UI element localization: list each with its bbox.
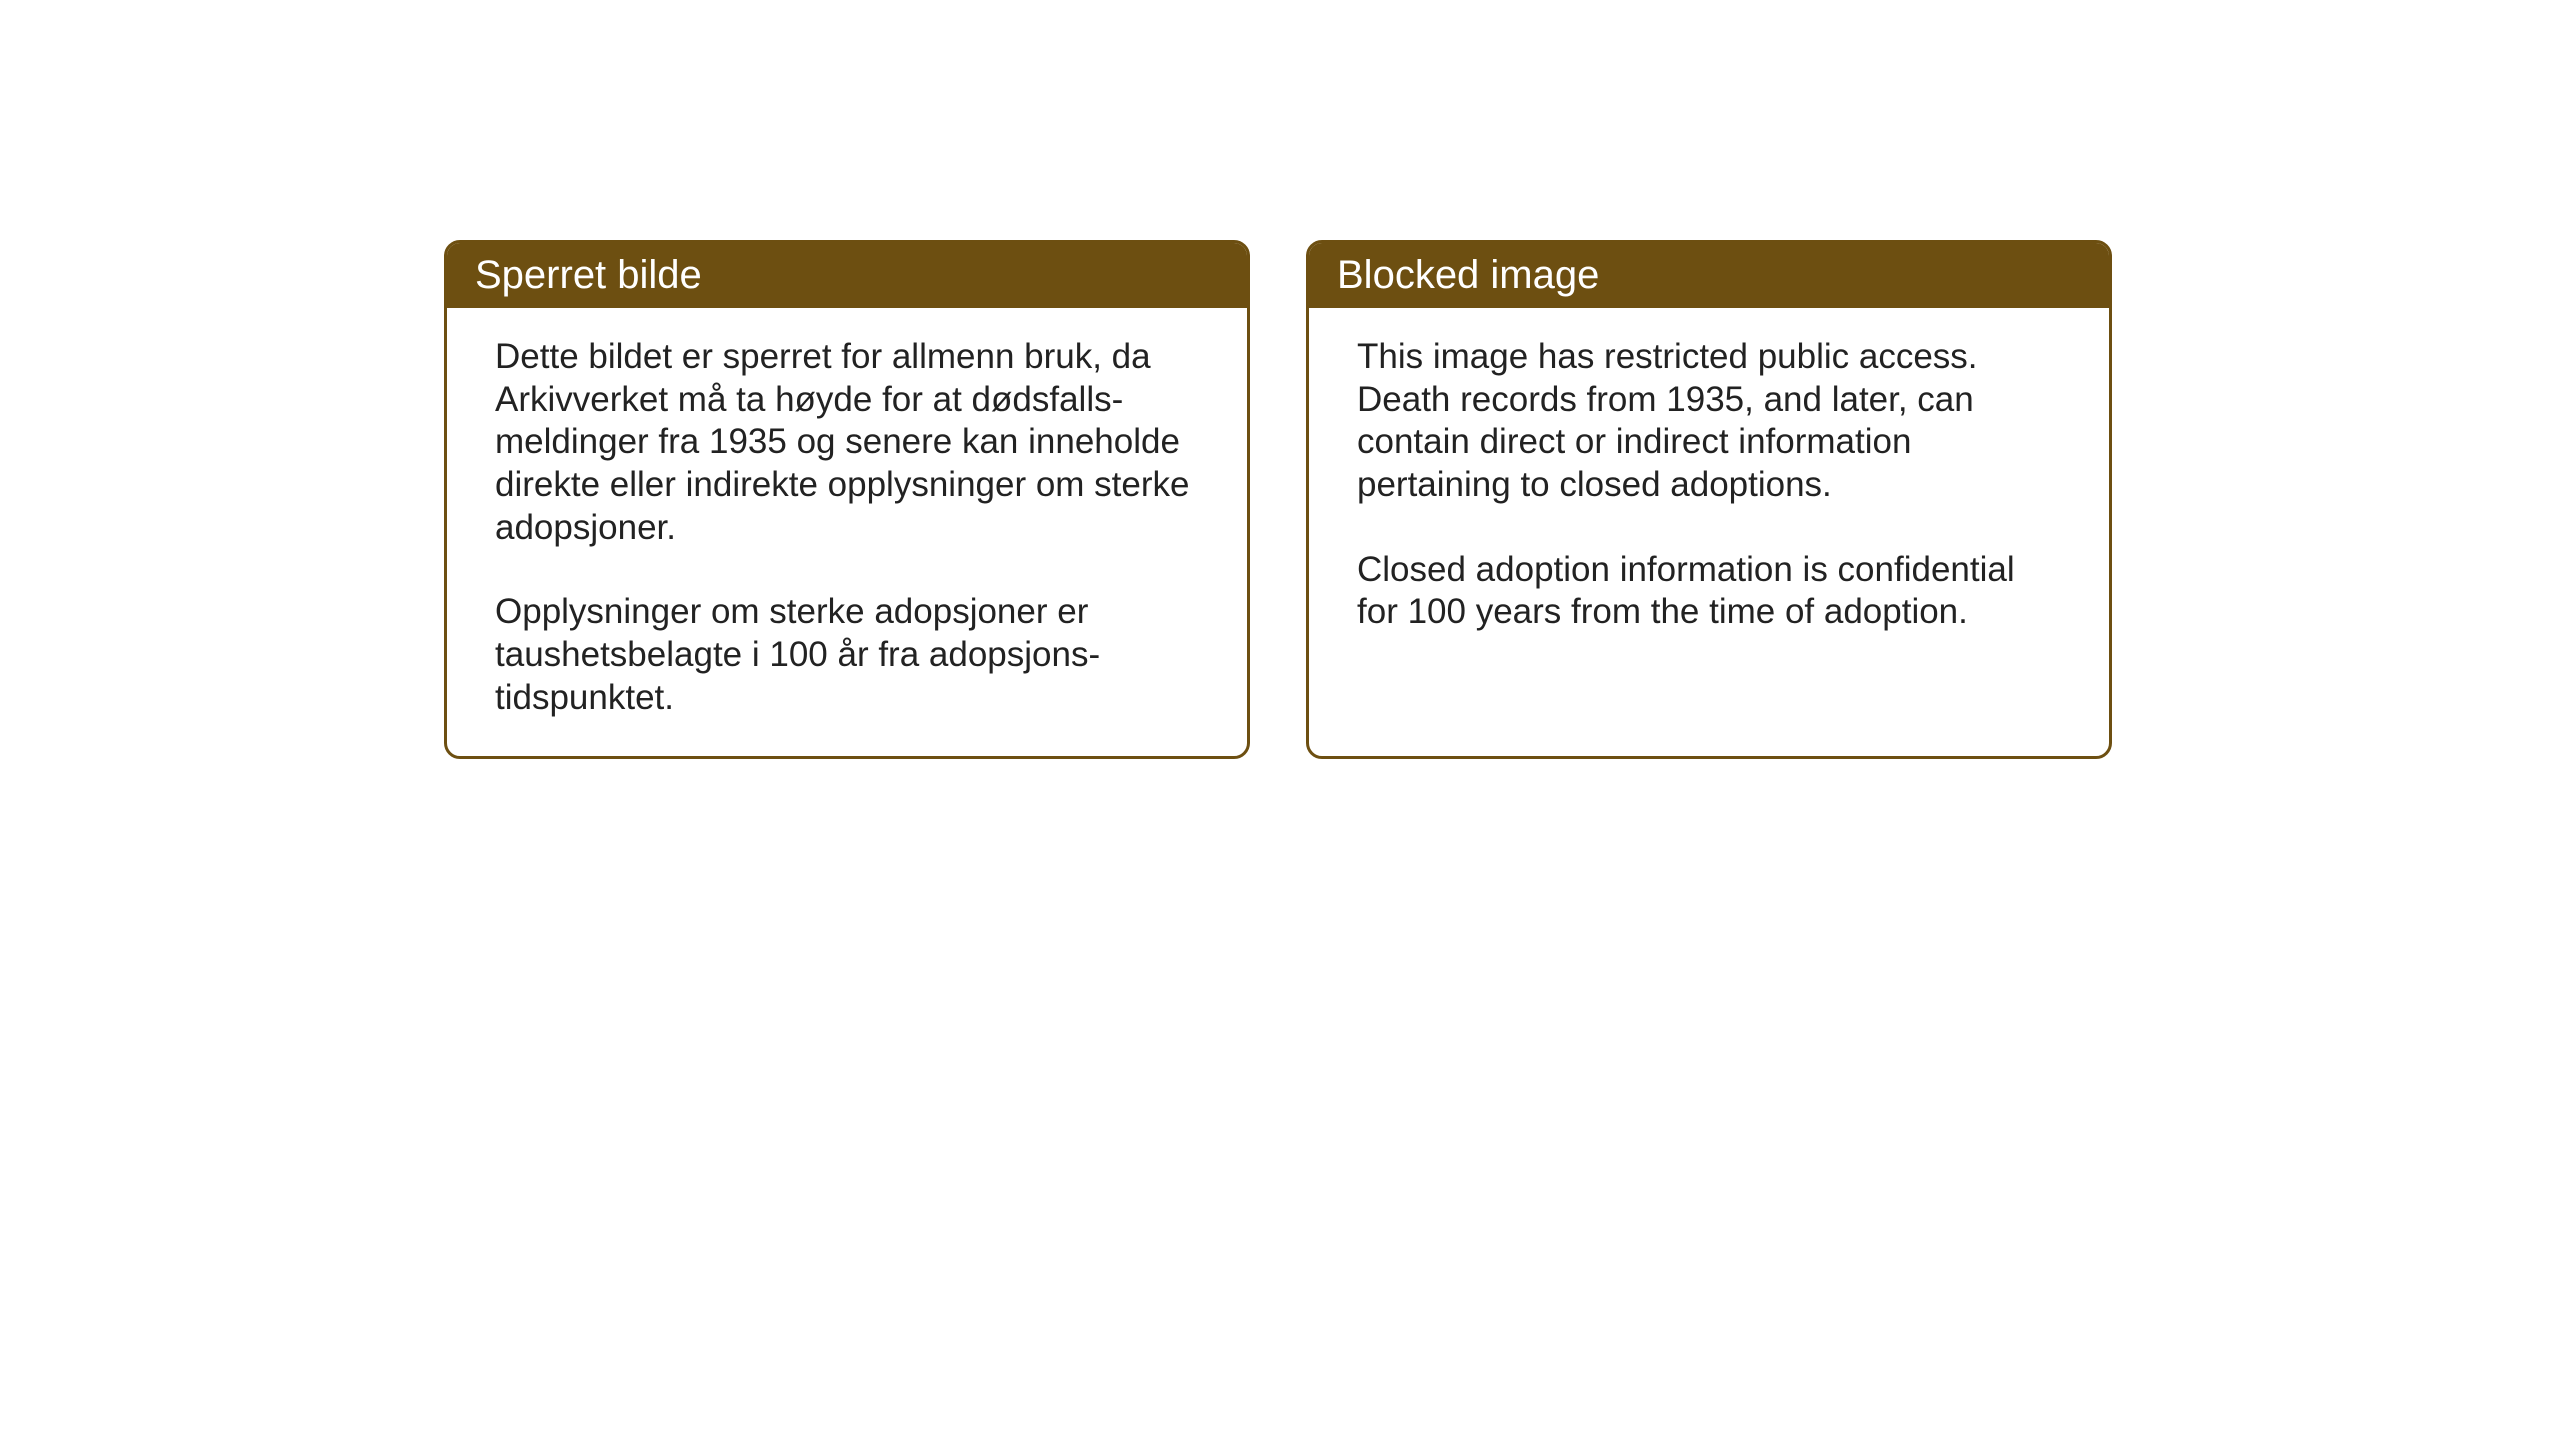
card-paragraph: Opplysninger om sterke adopsjoner er tau… xyxy=(495,591,1199,719)
card-paragraph: This image has restricted public access.… xyxy=(1357,336,2061,507)
notice-card-english: Blocked image This image has restricted … xyxy=(1306,240,2112,759)
notice-card-norwegian: Sperret bilde Dette bildet er sperret fo… xyxy=(444,240,1250,759)
card-header-english: Blocked image xyxy=(1309,243,2109,308)
notice-container: Sperret bilde Dette bildet er sperret fo… xyxy=(444,240,2112,759)
card-header-norwegian: Sperret bilde xyxy=(447,243,1247,308)
card-title: Sperret bilde xyxy=(475,253,702,297)
card-paragraph: Dette bildet er sperret for allmenn bruk… xyxy=(495,336,1199,549)
card-body-english: This image has restricted public access.… xyxy=(1309,308,2109,728)
card-paragraph: Closed adoption information is confident… xyxy=(1357,549,2061,634)
card-body-norwegian: Dette bildet er sperret for allmenn bruk… xyxy=(447,308,1247,756)
card-title: Blocked image xyxy=(1337,253,1599,297)
